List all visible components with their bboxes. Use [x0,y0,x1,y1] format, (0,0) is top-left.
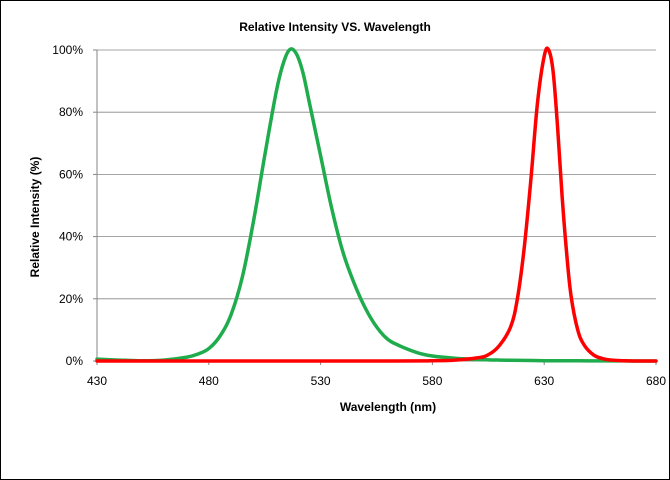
y-tick-label: 100% [52,43,83,57]
x-tick-label: 580 [422,374,442,388]
y-axis-title: Relative Intensity (%) [28,157,42,278]
axes [93,49,657,365]
tick-labels: 0% 20% 40% 60% 80% 100% 430 480 530 580 630 680 [52,43,666,388]
gridlines [97,49,656,300]
x-tick-label: 630 [534,374,554,388]
x-tick-label: 430 [87,374,107,388]
series-line-2 [95,46,658,363]
y-tick-label: 20% [59,292,83,306]
x-tick-label: 530 [311,374,331,388]
chart-title: Relative Intensity VS. Wavelength [239,20,431,34]
series-line-1 [95,47,658,363]
y-tick-label: 60% [59,167,83,181]
x-tick-label: 480 [199,374,219,388]
y-tick-label: 40% [59,230,83,244]
x-tick-label: 680 [646,374,666,388]
data-series [95,46,658,363]
x-axis-title: Wavelength (nm) [340,400,436,414]
y-tick-label: 80% [59,105,83,119]
y-tick-label: 0% [66,354,84,368]
